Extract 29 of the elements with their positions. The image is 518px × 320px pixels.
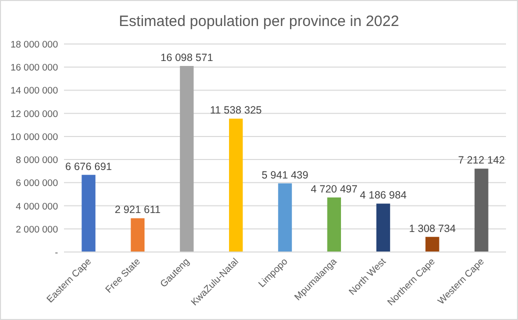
data-label: 2 921 611 [114, 204, 161, 216]
bar [180, 66, 194, 252]
bar [327, 197, 341, 252]
data-label: 1 308 734 [408, 222, 456, 235]
y-tick-label: 8 000 000 [16, 155, 58, 166]
y-tick-label: 6 000 000 [16, 178, 58, 190]
y-tick-label: - [54, 248, 58, 258]
y-tick-label: 18 000 000 [10, 40, 58, 50]
y-tick-label: 12 000 000 [10, 108, 58, 120]
bar [130, 218, 145, 252]
data-label: 7 212 142 [458, 154, 505, 167]
data-label: 4 720 497 [310, 183, 358, 196]
data-label: 11 538 325 [210, 104, 262, 117]
bar [82, 174, 96, 252]
y-tick-label: 14 000 000 [10, 86, 58, 97]
bar [474, 168, 488, 252]
y-tick-label: 4 000 000 [16, 201, 58, 212]
data-label: 6 676 691 [65, 160, 112, 173]
y-tick-label: 2 000 000 [16, 224, 58, 236]
data-label: 4 186 984 [360, 190, 407, 202]
y-tick-label: 10 000 000 [10, 132, 58, 143]
data-label: 5 941 439 [262, 169, 309, 182]
bar [229, 118, 243, 252]
bar [278, 183, 292, 252]
bar [376, 204, 390, 252]
data-label: 16 098 571 [160, 52, 214, 64]
chart-title: Estimated population per province in 2022 [118, 13, 400, 30]
y-tick-label: 16 000 000 [10, 62, 58, 74]
bar [425, 236, 440, 252]
